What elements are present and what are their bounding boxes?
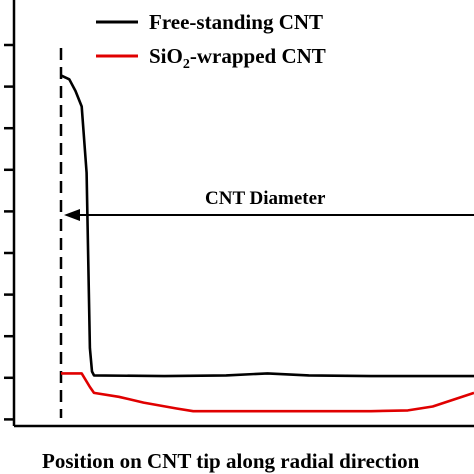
annotation-cnt-diameter: CNT Diameter — [205, 188, 326, 209]
series-line-sio2-wrapped — [61, 372, 474, 413]
series-layer — [60, 74, 474, 413]
series-line-free-standing — [60, 74, 474, 378]
legend-label-sio2-wrapped: SiO2-wrapped CNT — [149, 44, 326, 72]
legend-label-sio2-subscript: 2 — [183, 57, 190, 72]
y-axis-ticks — [4, 43, 14, 421]
diameter-arrow: CNT Diameter — [64, 188, 474, 221]
diameter-arrowhead — [64, 209, 80, 221]
x-axis-label: Position on CNT tip along radial directi… — [42, 449, 420, 473]
legend: Free-standing CNT SiO2-wrapped CNT — [96, 10, 326, 72]
legend-label-free-standing: Free-standing CNT — [149, 10, 323, 34]
plot-frame — [4, 0, 474, 428]
legend-label-sio2-suffix: -wrapped CNT — [190, 44, 326, 68]
legend-label-sio2-prefix: SiO — [149, 44, 183, 68]
